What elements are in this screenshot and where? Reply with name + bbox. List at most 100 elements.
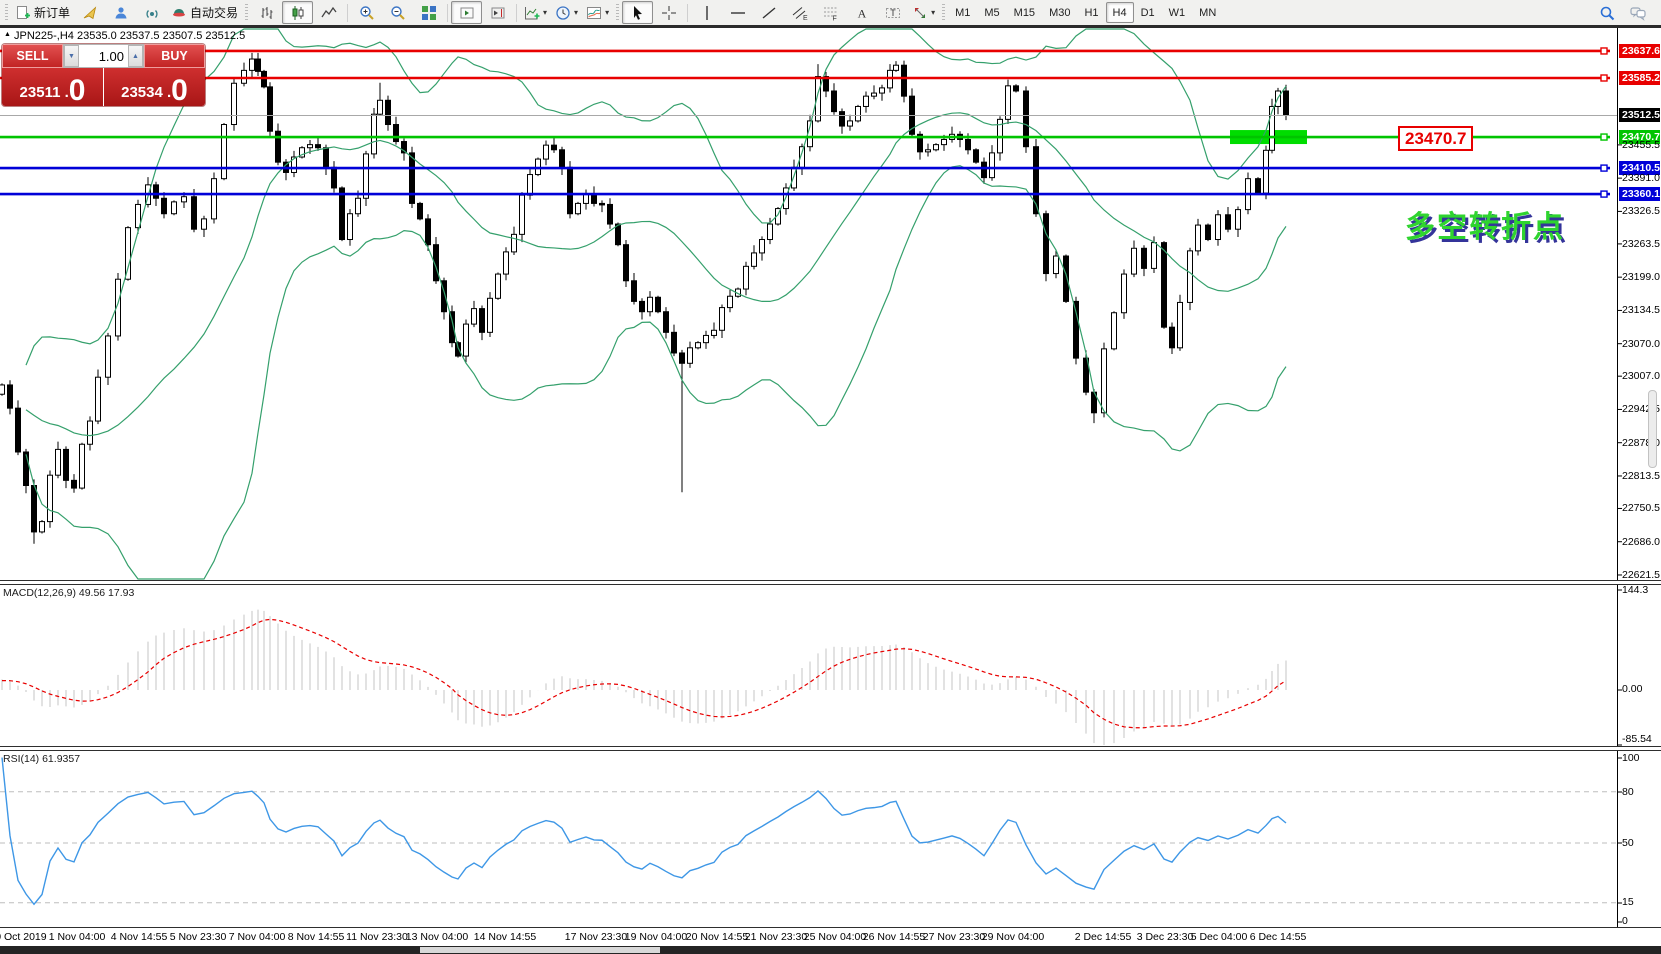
templates-button[interactable]: ▾	[582, 1, 613, 24]
signals-icon	[144, 5, 160, 21]
rsi-axis-label: 80	[1622, 786, 1634, 798]
search-icon	[1599, 5, 1615, 21]
toolbar-separator	[516, 3, 518, 22]
timeframe-M1-button[interactable]: M1	[955, 6, 971, 19]
svg-text:T: T	[890, 8, 896, 18]
horizontal-scrollbar[interactable]	[0, 946, 1661, 954]
indicators-button[interactable]: ▾	[520, 1, 551, 24]
auto-scroll-button[interactable]	[451, 1, 483, 24]
timeframe-M15-button[interactable]: M15	[1013, 6, 1036, 19]
timeframe-M5-button[interactable]: M5	[984, 6, 1000, 19]
date-axis-label: 11 Nov 23:30	[346, 931, 408, 943]
chart-shift-button[interactable]	[482, 1, 513, 24]
svg-text:F: F	[832, 15, 836, 21]
vertical-scrollbar-thumb[interactable]	[1648, 390, 1657, 468]
line-chart-button[interactable]	[313, 1, 344, 24]
hline-icon	[730, 5, 746, 21]
zoomin-icon	[359, 5, 375, 21]
equidistant-channel-button[interactable]: E	[784, 1, 815, 24]
horizontal-line-button[interactable]	[722, 1, 753, 24]
axis-tick-label: 22750.5	[1622, 502, 1660, 514]
crosshair-button[interactable]	[653, 1, 684, 24]
new-order-button[interactable]: 新订单	[11, 1, 74, 24]
pane-separator[interactable]	[0, 580, 1661, 585]
timeframe-W1-button[interactable]: W1	[1168, 6, 1186, 19]
text-label-button[interactable]: T	[877, 1, 908, 24]
dropdown-caret-icon[interactable]: ▾	[574, 8, 579, 17]
toolbar: 新订单 自动交易 ▾ ▾ ▾ E F A T ▾ M1 M5 M15 M30 H1 H4 D1 W1 MN	[0, 0, 1661, 25]
date-axis-label: 19 Nov 04:00	[624, 931, 688, 943]
macd-axis-label: -85.54	[1622, 733, 1652, 745]
text-button[interactable]: A	[846, 1, 877, 24]
window-frame-top	[0, 25, 1661, 28]
symbol-collapse-icon[interactable]: ▲	[4, 31, 11, 38]
date-axis-label: 27 Nov 23:30	[922, 931, 986, 943]
autotrading-button[interactable]: 自动交易	[167, 1, 242, 24]
cursor-icon	[630, 5, 646, 21]
indicators-icon	[524, 5, 540, 21]
date-axis-label: 25 Nov 04:00	[803, 931, 867, 943]
trend-icon	[761, 5, 777, 21]
dropdown-caret-icon[interactable]: ▾	[605, 8, 610, 17]
volume-input[interactable]	[79, 45, 128, 67]
fibonacci-button[interactable]: F	[815, 1, 846, 24]
toolbar-separator	[447, 3, 449, 22]
date-axis-label: 13 Nov 04:00	[405, 931, 469, 943]
tile-windows-button[interactable]	[413, 1, 444, 24]
timeframe-H1-button[interactable]: H1	[1084, 6, 1099, 19]
axis-tick-label: 22621.5	[1622, 569, 1660, 581]
volume-decrease-button[interactable]: ▼	[64, 45, 79, 67]
zoom-in-button[interactable]	[351, 1, 382, 24]
signals-button[interactable]	[136, 1, 167, 24]
rsi-title: RSI(14) 61.9357	[3, 753, 81, 765]
macd-axis-label: 0.00	[1622, 683, 1643, 695]
trendline-button[interactable]	[753, 1, 784, 24]
arrows-button[interactable]: ▾	[908, 1, 939, 24]
macd-pane[interactable]	[0, 585, 1661, 746]
volume-increase-button[interactable]: ▲	[128, 45, 143, 67]
sell-button[interactable]: SELL	[2, 44, 63, 68]
axis-tick-label: 23134.5	[1622, 304, 1660, 316]
autotrading-icon	[171, 5, 187, 21]
sell-price-display[interactable]: 23511 .0	[2, 68, 103, 106]
vline-icon	[699, 5, 715, 21]
bar-chart-button[interactable]	[251, 1, 282, 24]
cursor-button[interactable]	[622, 1, 654, 24]
dropdown-caret-icon[interactable]: ▾	[931, 8, 936, 17]
chat-button[interactable]	[1622, 1, 1653, 24]
rsi-axis-label: 100	[1622, 752, 1640, 764]
main-chart-pane[interactable]	[0, 28, 1661, 580]
buy-button[interactable]: BUY	[144, 44, 205, 68]
timeframe-H4-button[interactable]: H4	[1105, 2, 1134, 23]
date-axis-label: 30 Oct 2019	[0, 931, 47, 943]
pivot-price-label[interactable]: 23470.7	[1398, 126, 1474, 151]
periods-button[interactable]: ▾	[551, 1, 582, 24]
timeframe-M30-button[interactable]: M30	[1049, 6, 1071, 19]
turning-point-annotation[interactable]: 多空转折点	[1405, 211, 1565, 244]
toolbar-grip[interactable]	[5, 3, 8, 22]
zoom-out-button[interactable]	[382, 1, 413, 24]
horizontal-scrollbar-thumb[interactable]	[420, 947, 660, 953]
axis-tick-label: 23070.0	[1622, 338, 1660, 350]
chat-icon	[1629, 5, 1646, 21]
pane-separator[interactable]	[0, 746, 1661, 751]
timeframe-D1-button[interactable]: D1	[1140, 6, 1155, 19]
search-button[interactable]	[1591, 1, 1622, 24]
toolbar-grip[interactable]	[245, 3, 249, 22]
dropdown-caret-icon[interactable]: ▾	[543, 8, 548, 17]
timeframe-MN-button[interactable]: MN	[1199, 6, 1217, 19]
metaeditor-icon	[82, 5, 98, 21]
rsi-pane[interactable]	[0, 751, 1661, 928]
candlestick-chart-button[interactable]	[282, 1, 314, 24]
toolbar-grip[interactable]	[616, 3, 620, 22]
date-axis-label: 14 Nov 14:55	[473, 931, 537, 943]
vertical-line-button[interactable]	[691, 1, 722, 24]
axis-tick-label: 23391.0	[1622, 172, 1660, 184]
date-axis-label: 7 Nov 04:00	[228, 931, 286, 943]
buy-price-display[interactable]: 23534 .0	[104, 68, 205, 106]
toolbar-grip[interactable]	[942, 3, 946, 22]
price-line-label: 23410.5	[1619, 161, 1660, 175]
metaeditor-button[interactable]	[74, 1, 105, 24]
mql5-community-button[interactable]	[105, 1, 136, 24]
